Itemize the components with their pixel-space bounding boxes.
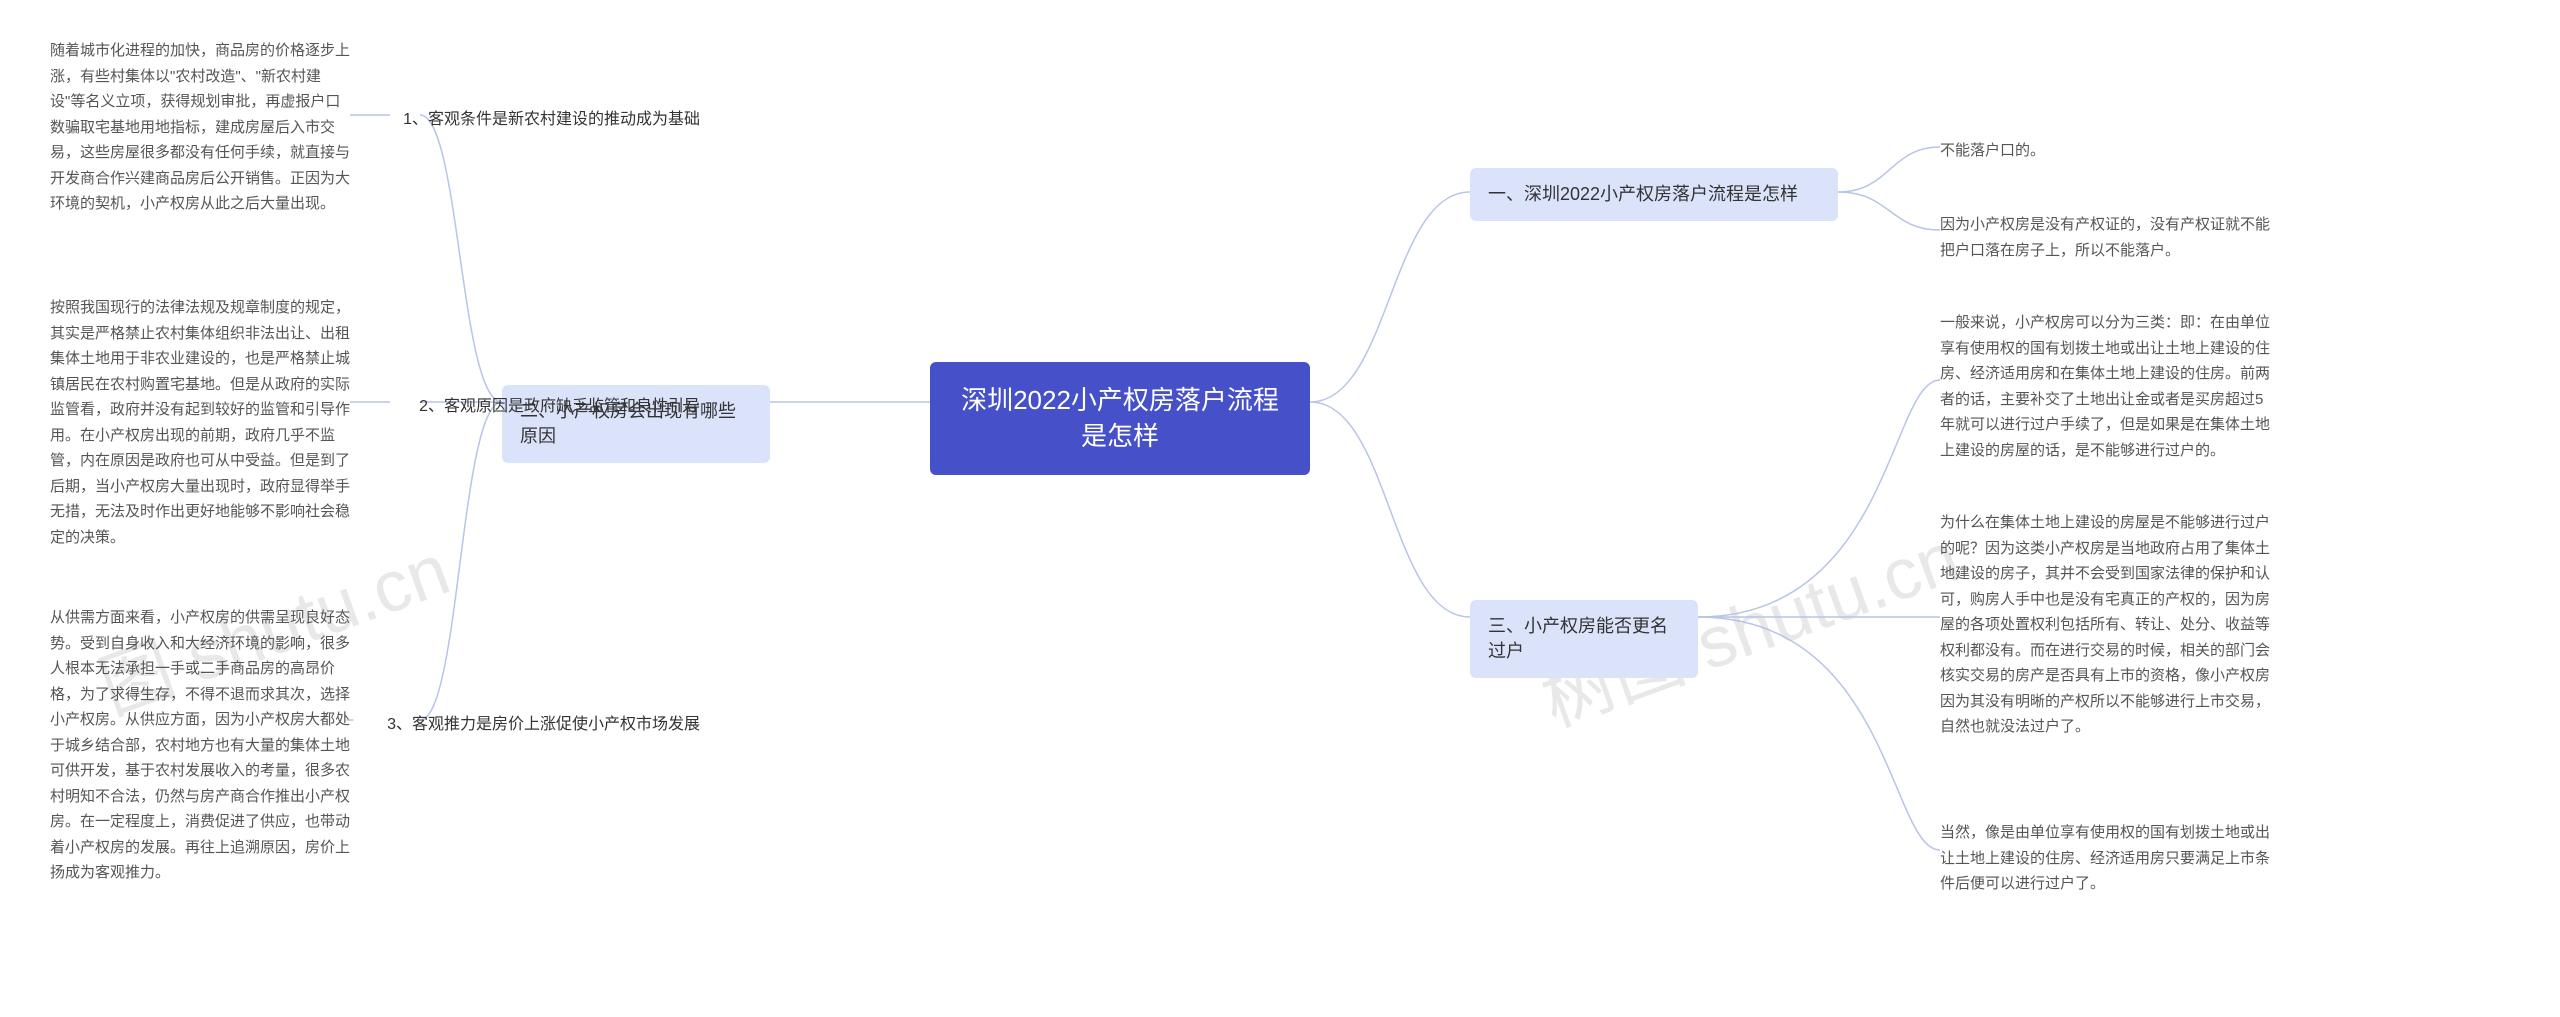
branch-3: 三、小产权房能否更名过户 — [1470, 600, 1698, 678]
branch-2-detail-2: 从供需方面来看，小产权房的供需呈现良好态势。受到自身收入和大经济环境的影响，很多… — [50, 605, 350, 886]
branch-2-label-2: 3、客观推力是房价上涨促使小产权市场发展 — [350, 710, 700, 740]
branch-2-label-0: 1、客观条件是新农村建设的推动成为基础 — [390, 105, 700, 135]
mindmap: 深圳2022小产权房落户流程是怎样 一、深圳2022小产权房落户流程是怎样 不能… — [0, 0, 2560, 1017]
branch-2-detail-0: 随着城市化进程的加快，商品房的价格逐步上涨，有些村集体以"农村改造"、"新农村建… — [50, 38, 350, 217]
branch-1-leaf-0: 不能落户口的。 — [1940, 138, 2270, 164]
branch-2-label-1: 2、客观原因是政府缺乏监管和良性引导 — [390, 392, 700, 422]
branch-3-leaf-0: 一般来说，小产权房可以分为三类：即：在由单位享有使用权的国有划拨土地或出让土地上… — [1940, 310, 2275, 463]
branch-1: 一、深圳2022小产权房落户流程是怎样 — [1470, 168, 1838, 221]
branch-3-leaf-1: 为什么在集体土地上建设的房屋是不能够进行过户的呢？因为这类小产权房是当地政府占用… — [1940, 510, 2275, 740]
root-node: 深圳2022小产权房落户流程是怎样 — [930, 362, 1310, 475]
branch-1-leaf-1: 因为小产权房是没有产权证的，没有产权证就不能把户口落在房子上，所以不能落户。 — [1940, 212, 2270, 263]
branch-3-leaf-2: 当然，像是由单位享有使用权的国有划拨土地或出让土地上建设的住房、经济适用房只要满… — [1940, 820, 2275, 897]
branch-2-detail-1: 按照我国现行的法律法规及规章制度的规定，其实是严格禁止农村集体组织非法出让、出租… — [50, 295, 350, 550]
